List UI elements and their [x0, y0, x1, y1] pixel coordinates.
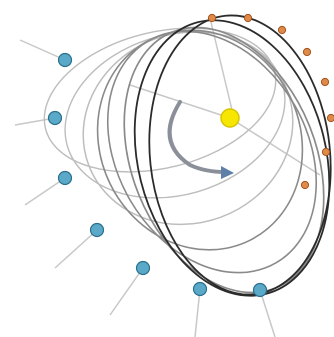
orbit-ellipse	[96, 29, 304, 251]
ellipse-group	[43, 14, 332, 297]
spoke-line	[194, 288, 201, 337]
spoke-lines	[14, 17, 321, 337]
spoke-line	[259, 289, 276, 337]
blue-point	[89, 222, 105, 238]
blue-point	[135, 260, 151, 276]
spoke-line	[229, 117, 321, 176]
orange-point	[320, 77, 330, 87]
orange-point	[207, 13, 217, 23]
blue-point	[57, 170, 73, 186]
blue-point-group	[47, 52, 268, 298]
orbit-ellipse	[106, 30, 318, 274]
orange-point	[302, 47, 312, 57]
orange-point	[300, 180, 310, 190]
spoke-line	[54, 229, 98, 269]
spoke-line	[24, 177, 66, 206]
orbit-ellipse	[43, 27, 277, 173]
rotation-arrow	[167, 100, 227, 174]
orange-point	[326, 113, 334, 123]
blue-point	[47, 110, 63, 126]
orange-point	[243, 13, 253, 23]
blue-point	[192, 281, 208, 297]
blue-point	[252, 282, 268, 298]
blue-point	[57, 52, 73, 68]
spoke-line	[19, 39, 66, 61]
orange-point	[277, 25, 287, 35]
orange-point	[321, 147, 331, 157]
spoke-line	[109, 267, 144, 316]
sun-center-dot	[220, 108, 240, 128]
rotation-arrowhead	[221, 166, 234, 179]
orange-point-group	[207, 13, 334, 190]
